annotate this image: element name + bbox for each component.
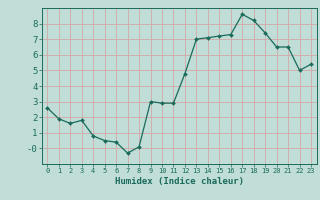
X-axis label: Humidex (Indice chaleur): Humidex (Indice chaleur) [115, 177, 244, 186]
